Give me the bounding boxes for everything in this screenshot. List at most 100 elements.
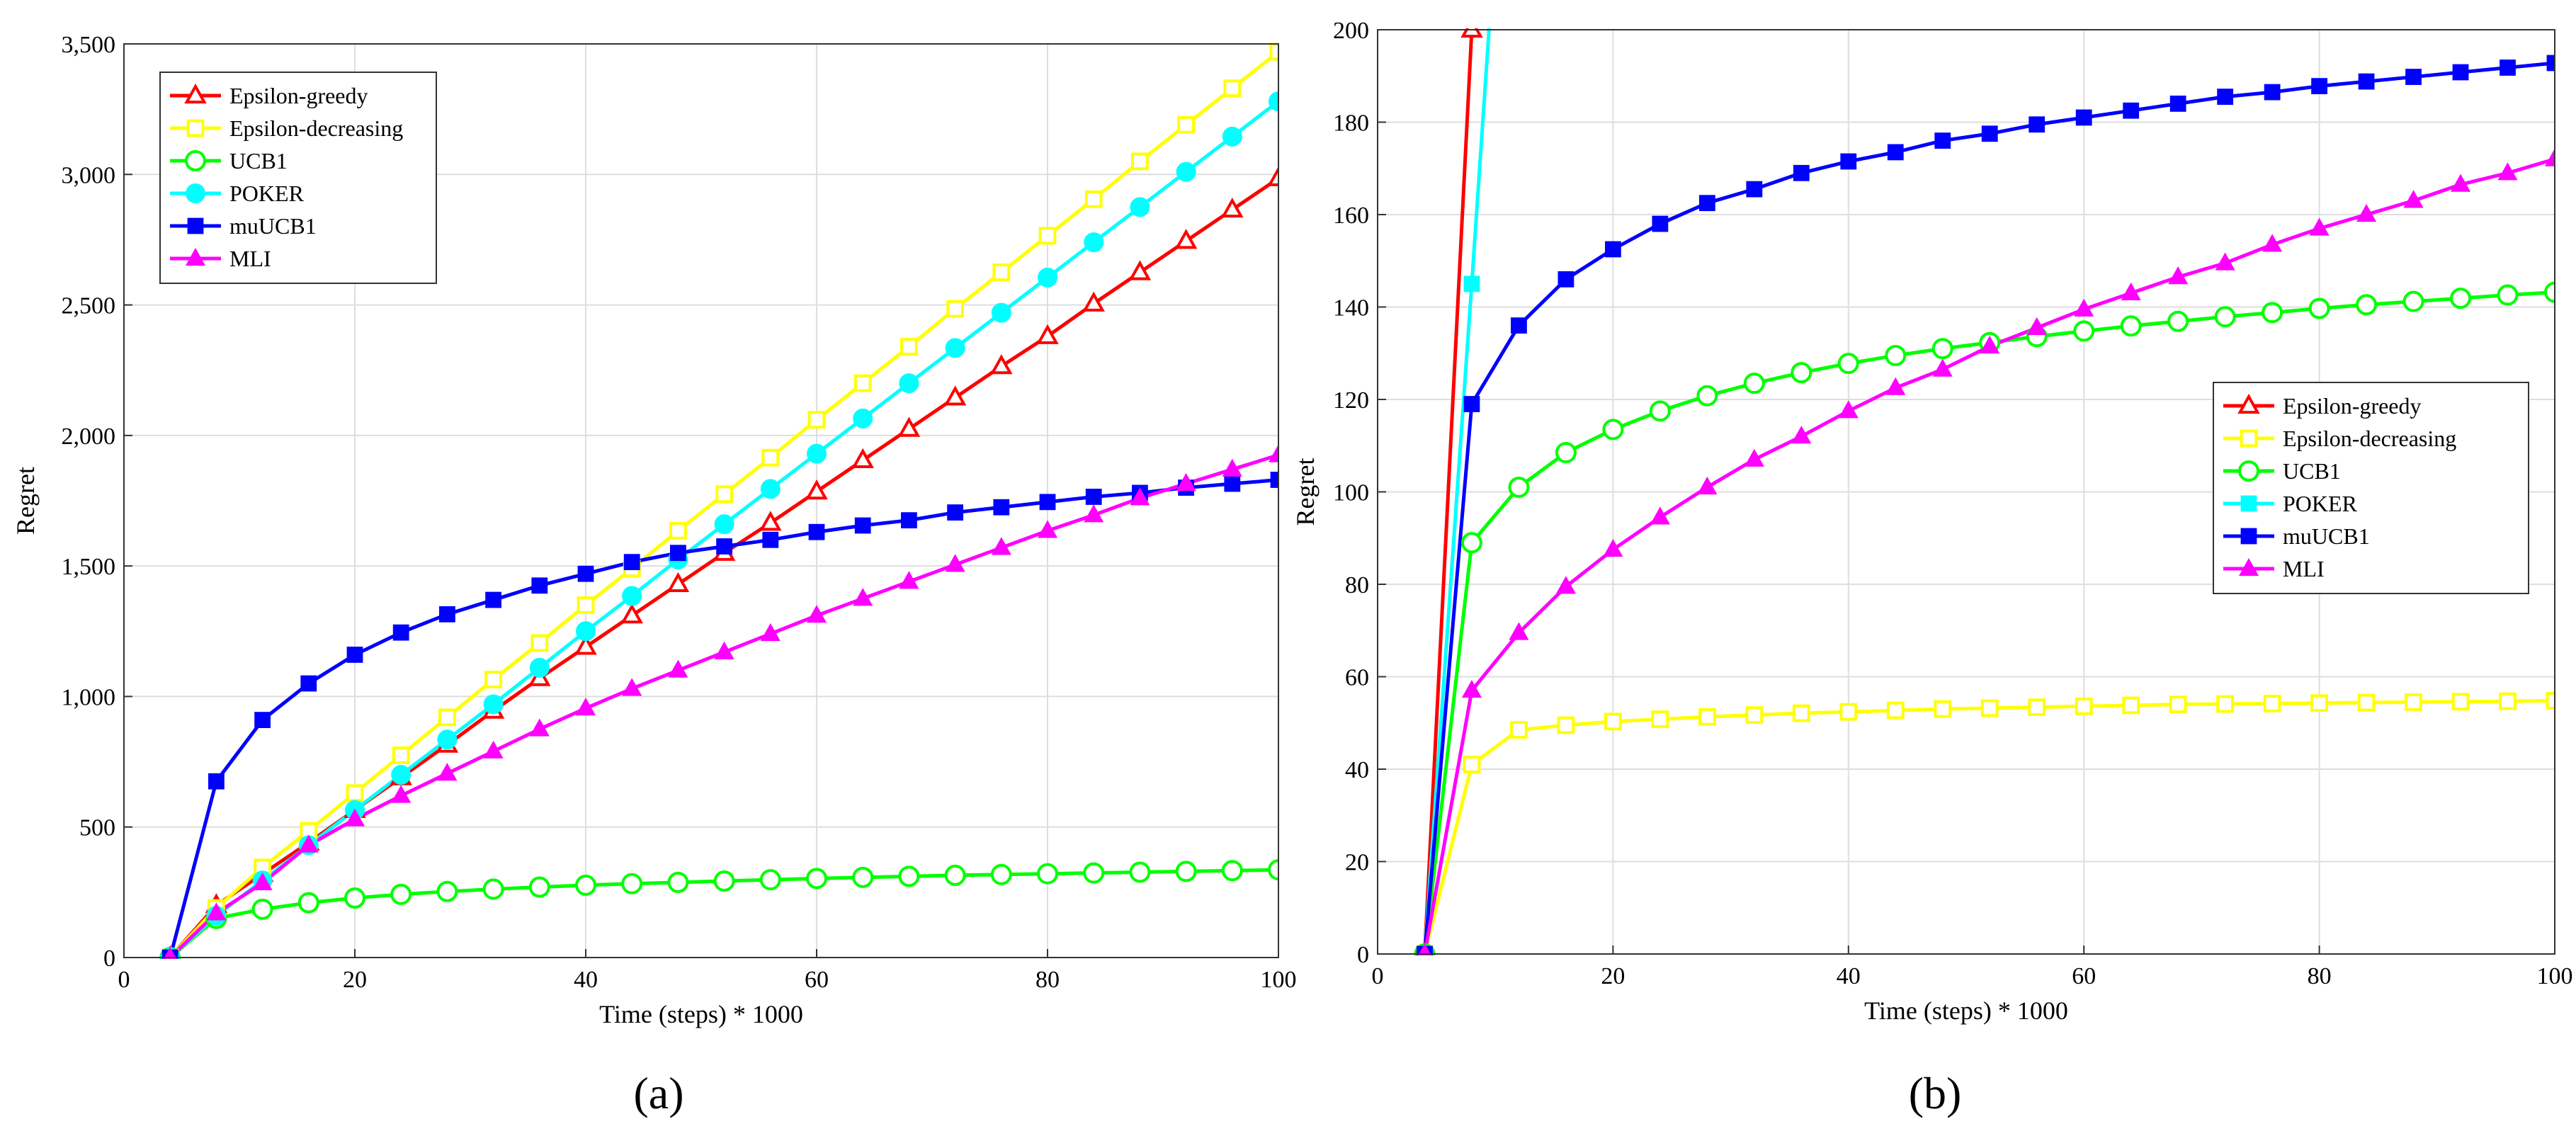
chart-b-point-epsilon-decreasing	[2451, 693, 2470, 711]
chart-b-point-ucb1	[2497, 284, 2519, 306]
chart-a-legend-marker-poker	[186, 183, 205, 203]
chart-b-point-muucb1	[2405, 69, 2422, 85]
chart-b-point-mli	[1980, 335, 2000, 354]
chart-b-point-epsilon-decreasing	[2546, 692, 2555, 710]
chart-b-point-mli	[2262, 234, 2283, 252]
chart-a-point-epsilon-decreasing	[715, 485, 734, 504]
chart-a-point-epsilon-greedy	[666, 572, 690, 593]
chart-a-point-poker	[622, 586, 642, 606]
chart-b-point-mli	[2121, 282, 2141, 301]
chart-b-legend-label-poker: POKER	[2283, 491, 2358, 516]
chart-a-point-mli	[1222, 458, 1242, 477]
chart-a-legend-label-epsilon-greedy: Epsilon-greedy	[229, 83, 368, 108]
chart-b-point-ucb1	[1696, 385, 1718, 407]
chart-a-point-muucb1	[993, 499, 1010, 516]
chart-a-point-ucb1	[898, 865, 920, 887]
chart-a-axes-frame	[123, 43, 1279, 958]
chart-b-point-mli	[2450, 174, 2471, 192]
chart-a-point-mli	[668, 659, 688, 678]
chart-a-point-muucb1	[346, 647, 363, 663]
chart-a-point-ucb1	[759, 869, 781, 891]
chart-b-point-muucb1	[2075, 109, 2092, 126]
chart-a-point-poker	[1130, 197, 1150, 217]
chart-a-point-ucb1	[528, 876, 550, 898]
chart-a-point-muucb1	[808, 523, 825, 540]
chart-b-legend-marker-muucb1	[2240, 528, 2257, 545]
chart-a-point-muucb1	[254, 712, 271, 729]
chart-a-point-epsilon-decreasing	[669, 521, 687, 540]
chart-a-point-poker	[899, 373, 919, 394]
chart-b-point-mli	[2168, 266, 2189, 285]
chart-a-point-muucb1	[762, 531, 779, 548]
chart-b-point-muucb1	[1652, 215, 1669, 232]
chart-b-point-mli	[2497, 162, 2518, 181]
chart-a-point-ucb1	[1037, 863, 1058, 885]
chart-b-point-muucb1	[1557, 271, 1574, 288]
chart-a-point-epsilon-greedy	[1174, 229, 1198, 249]
chart-b-point-muucb1	[1793, 164, 1810, 181]
chart-a-point-epsilon-decreasing	[1223, 79, 1242, 98]
chart-a-point-ucb1	[852, 866, 874, 888]
chart-b-point-muucb1	[2029, 116, 2046, 133]
chart-b-y-tick-label: 80	[1345, 572, 1369, 598]
chart-a-point-poker	[483, 694, 504, 715]
chart-a-point-muucb1	[300, 675, 317, 692]
chart-a-point-mli	[991, 537, 1011, 555]
chart-b-point-ucb1	[1508, 476, 1530, 498]
chart-a-legend-marker-epsilon-greedy	[184, 83, 207, 104]
chart-b-point-epsilon-greedy	[1460, 28, 1483, 38]
chart-b-point-epsilon-decreasing	[1463, 756, 1481, 773]
chart-b-legend-marker-poker	[2240, 495, 2257, 512]
chart-b-point-muucb1	[1511, 317, 1527, 334]
chart-a-point-mli	[945, 554, 965, 572]
chart-a-point-mli	[714, 641, 734, 659]
chart-a-point-poker	[1084, 232, 1104, 253]
chart-a-x-tick-label: 0	[118, 967, 130, 993]
chart-a-point-mli	[163, 946, 177, 959]
chart-b-point-epsilon-decreasing	[1557, 716, 1575, 734]
chart-a-point-poker	[714, 514, 734, 535]
chart-a-point-epsilon-decreasing	[530, 634, 549, 652]
chart-a-point-epsilon-greedy	[620, 603, 643, 624]
chart-a-point-ucb1	[1083, 862, 1105, 884]
chart-a-legend-label-ucb1: UCB1	[229, 148, 288, 174]
chart-b-point-epsilon-decreasing	[2263, 694, 2281, 712]
chart-a-legend-marker-ucb1	[185, 150, 206, 171]
chart-a-point-epsilon-decreasing	[900, 338, 918, 356]
chart-b-point-ucb1	[1555, 442, 1577, 464]
chart-a-point-ucb1	[806, 868, 827, 890]
chart-a-point-epsilon-decreasing	[577, 596, 595, 614]
chart-a-point-ucb1	[944, 864, 966, 886]
chart-a-point-epsilon-decreasing	[992, 263, 1011, 281]
chart-b-point-mli	[1791, 426, 1812, 444]
chart-a-point-epsilon-greedy	[1128, 260, 1152, 280]
chart-a-y-tick-label: 2,500	[62, 293, 116, 319]
chart-a-point-poker	[1176, 161, 1196, 182]
chart-a-y-tick-label: 3,500	[62, 32, 116, 58]
chart-a-point-poker	[945, 338, 965, 358]
chart-a-point-muucb1	[670, 545, 686, 562]
chart-a-point-muucb1	[947, 504, 963, 521]
chart-a-point-muucb1	[1039, 494, 1056, 511]
chart-b-point-muucb1	[2358, 73, 2375, 90]
chart-b-point-ucb1	[1931, 338, 1953, 360]
chart-a-legend-label-muucb1: muUCB1	[229, 213, 317, 239]
chart-a-legend-marker-muucb1	[187, 217, 204, 234]
panel-label-b: (b)	[1909, 1068, 1962, 1118]
chart-a-point-poker	[853, 408, 873, 428]
chart-b-y-tick-label: 160	[1333, 203, 1369, 229]
chart-b-x-tick-label: 0	[1372, 963, 1384, 989]
chart-a-point-epsilon-decreasing	[438, 708, 456, 727]
chart-b-point-epsilon-decreasing	[2499, 692, 2517, 710]
chart-a-point-ucb1	[1268, 859, 1278, 881]
chart-a-point-epsilon-greedy	[759, 511, 782, 531]
chart-a-point-mli	[1037, 520, 1058, 538]
chart-b-y-tick-label: 100	[1333, 480, 1369, 506]
chart-b-point-ucb1	[2262, 302, 2283, 324]
chart-a-point-ucb1	[1175, 860, 1197, 882]
chart-b-point-ucb1	[2073, 320, 2095, 342]
chart-b-legend-label-muucb1: muUCB1	[2283, 523, 2370, 549]
chart-a-x-tick-label: 100	[1261, 967, 1297, 993]
chart-a-x-tick-label: 80	[1035, 967, 1060, 993]
